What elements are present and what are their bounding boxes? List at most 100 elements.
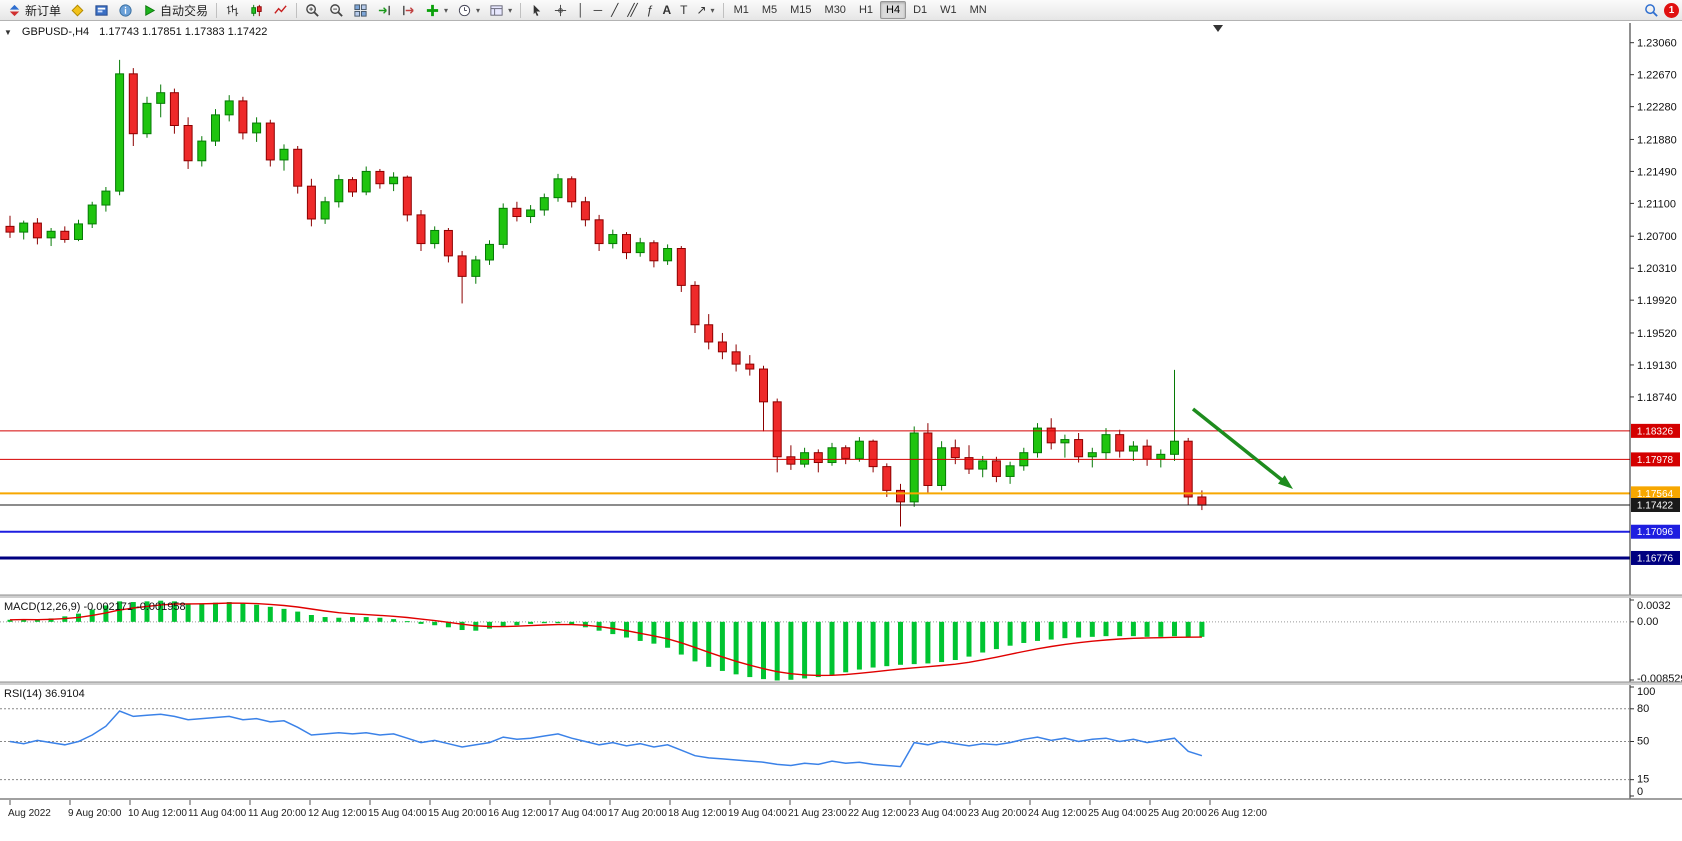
text-button[interactable]: A xyxy=(658,1,675,20)
candle-body xyxy=(211,114,220,142)
zoom-in-button[interactable] xyxy=(301,1,324,20)
candle xyxy=(19,220,29,240)
periods-button[interactable]: ▾ xyxy=(453,1,484,20)
macd-bar xyxy=(788,621,794,680)
timeframe-m15-button[interactable]: M15 xyxy=(790,4,812,16)
templates-button[interactable]: ▾ xyxy=(485,1,516,20)
candlestick-chart-button[interactable] xyxy=(245,1,268,20)
arrows-caret-icon: ▾ xyxy=(710,5,715,15)
autotrading-button[interactable]: 自动交易 xyxy=(138,1,212,20)
macd-bar xyxy=(1185,621,1191,637)
candle xyxy=(375,168,385,189)
metaeditor-button[interactable] xyxy=(66,1,89,20)
text-label-button[interactable]: T xyxy=(676,1,691,20)
rsi-scale-label: 100 xyxy=(1637,686,1655,698)
time-axis-label: 9 Aug 20:00 xyxy=(68,808,122,819)
price-tick-label: 1.18740 xyxy=(1637,392,1677,404)
timeframe-h4-button[interactable]: H4 xyxy=(880,1,907,19)
vertical-line-button[interactable]: │ xyxy=(573,1,589,20)
trendline-button[interactable]: ╱ xyxy=(607,1,622,20)
notification-badge[interactable]: 1 xyxy=(1664,2,1679,18)
channel-button[interactable]: ╱╱ xyxy=(623,1,641,20)
trend-arrow-head[interactable] xyxy=(1278,475,1293,489)
line-chart-button[interactable] xyxy=(269,1,292,20)
candle-body xyxy=(457,255,467,277)
fibonacci-button[interactable]: ƒ xyxy=(643,1,658,20)
candle xyxy=(334,174,344,208)
indicators-button[interactable]: ▾ xyxy=(421,1,452,20)
timeframe-mn-button[interactable]: MN xyxy=(969,4,987,16)
macd-bar xyxy=(569,621,575,625)
candle-body xyxy=(389,176,399,185)
macd-bar xyxy=(555,621,561,624)
arrows-icon: ↗ xyxy=(696,3,707,17)
timeframe-w1-button[interactable]: W1 xyxy=(940,4,957,16)
new-order-button[interactable]: 新订单 xyxy=(3,1,65,20)
templates-caret-icon: ▾ xyxy=(508,5,513,15)
timeframe-d1-button[interactable]: D1 xyxy=(913,4,928,16)
timeframe-m5-button[interactable]: M5 xyxy=(761,4,778,16)
candle-body xyxy=(60,230,70,240)
candle-body xyxy=(238,100,248,134)
price-level-tag xyxy=(1631,486,1680,501)
auto-scroll-button[interactable] xyxy=(373,1,396,20)
macd-bar xyxy=(706,621,712,667)
macd-bar xyxy=(171,601,177,622)
macd-bar xyxy=(719,621,725,671)
timeframe-h1-button[interactable]: H1 xyxy=(858,4,873,16)
trend-arrow[interactable] xyxy=(1191,407,1284,482)
candle-body xyxy=(580,201,590,221)
arrows-button[interactable]: ↗ ▾ xyxy=(692,1,718,20)
rsi-scale-label: 15 xyxy=(1637,774,1649,786)
candle xyxy=(512,201,522,222)
macd-bar xyxy=(226,602,232,622)
candle xyxy=(580,196,590,227)
crosshair-button[interactable] xyxy=(549,1,572,20)
crosshair-icon xyxy=(554,4,567,16)
panel-divider[interactable] xyxy=(0,595,1682,598)
macd-bar xyxy=(1035,621,1040,641)
bar-chart-button[interactable] xyxy=(221,1,244,20)
candle xyxy=(1183,437,1193,506)
chart-shift-button[interactable] xyxy=(397,1,420,20)
candle xyxy=(868,439,878,473)
candlestick-chart-icon xyxy=(251,4,262,16)
tile-windows-button[interactable] xyxy=(349,1,372,20)
timeframe-m30-button[interactable]: M30 xyxy=(824,4,846,16)
candle-body xyxy=(676,248,686,286)
macd-bar xyxy=(980,621,986,653)
new-order-label: 新订单 xyxy=(25,3,62,18)
candle-body xyxy=(485,243,494,261)
macd-bar xyxy=(952,621,958,661)
search-button[interactable] xyxy=(1640,1,1663,20)
macd-bar xyxy=(254,604,260,622)
candle xyxy=(416,209,426,251)
macd-bar xyxy=(21,619,27,622)
macd-bar xyxy=(747,621,753,678)
panel-divider[interactable] xyxy=(0,682,1682,685)
candle-body xyxy=(115,73,125,192)
one-click-trading-toggle[interactable]: ▼ xyxy=(4,27,12,37)
macd-bar xyxy=(1172,621,1177,637)
price-tick-label: 1.21490 xyxy=(1637,166,1677,178)
candle xyxy=(704,314,714,350)
macd-scale-label: 0.00 xyxy=(1637,616,1658,628)
candle-body xyxy=(594,219,604,245)
timeframe-m1-button[interactable]: M1 xyxy=(733,4,749,16)
candle xyxy=(827,442,837,466)
terminal-button[interactable] xyxy=(90,1,113,20)
candle-body xyxy=(1005,465,1015,477)
cursor-button[interactable] xyxy=(525,1,548,20)
candle-body xyxy=(306,185,316,220)
candle-body xyxy=(471,259,481,277)
channel-icon: ╱╱ xyxy=(627,3,638,17)
chart-shift-marker[interactable] xyxy=(1213,25,1223,32)
macd-bar xyxy=(213,602,218,622)
info-button[interactable] xyxy=(114,1,137,20)
macd-bar xyxy=(802,621,808,679)
zoom-out-button[interactable] xyxy=(325,1,348,20)
bar-chart-icon xyxy=(226,4,239,16)
horizontal-line-button[interactable]: ─ xyxy=(590,1,607,20)
candle-body xyxy=(87,204,97,225)
